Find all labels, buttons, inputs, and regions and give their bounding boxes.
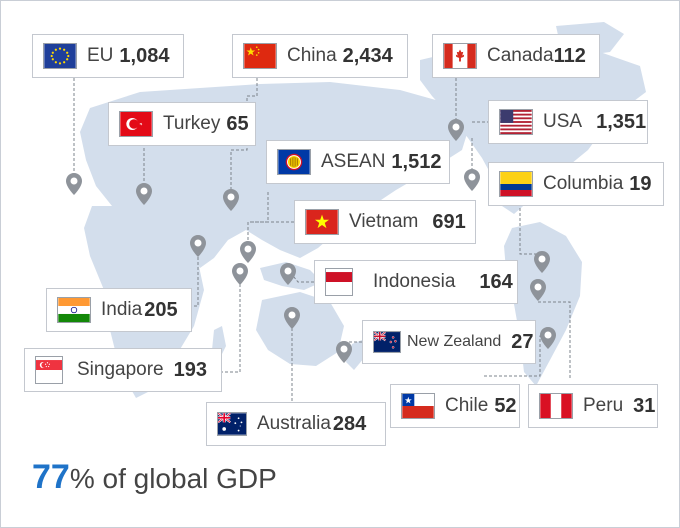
country-name: Canada (487, 45, 554, 66)
china-flag-icon (243, 43, 277, 69)
card-usa: USA 1,351 (488, 100, 648, 144)
eu-flag-icon (43, 43, 77, 69)
indonesia-flag-icon (325, 268, 353, 296)
usa-location-pin-icon (464, 169, 480, 191)
card-columbia: Columbia 19 (488, 162, 664, 206)
india-location-pin-icon (190, 235, 206, 257)
indonesia-connector (289, 271, 314, 283)
country-value: 164 (479, 270, 513, 293)
chile-connector (484, 335, 546, 377)
canada-location-pin-icon (448, 119, 464, 141)
new-zealand-flag-icon (373, 331, 401, 353)
country-name: Australia (257, 413, 331, 434)
usa-flag-icon (499, 109, 533, 135)
vietnam-location-pin-icon (240, 241, 256, 263)
card-china: China 2,434 (232, 34, 408, 78)
card-turkey: Turkey 65 (108, 102, 256, 146)
country-name: USA (543, 111, 583, 132)
card-indonesia: Indonesia 164 (314, 260, 518, 304)
gdp-caption: 77% of global GDP (32, 458, 277, 497)
country-value: 52 (494, 394, 517, 417)
country-name: Columbia (543, 173, 624, 194)
singapore-location-pin-icon (232, 263, 248, 285)
card-eu: EU 1,084 (32, 34, 184, 78)
country-value: 193 (173, 358, 207, 381)
card-australia: Australia 284 (206, 402, 386, 446)
peru-connector (537, 290, 571, 378)
country-value: 2,434 (342, 44, 393, 67)
country-name: India (101, 299, 143, 320)
card-newzealand: New Zealand 27 (362, 320, 536, 364)
country-value: 31 (633, 394, 656, 417)
country-name: EU (87, 45, 114, 66)
singapore-connector (222, 274, 241, 373)
singapore-flag-icon (35, 356, 63, 384)
country-value: 205 (144, 298, 178, 321)
asean-flag-icon (277, 149, 311, 175)
country-name: Singapore (77, 359, 164, 380)
gdp-percent: 77 (32, 458, 70, 496)
country-value: 19 (629, 172, 652, 195)
eu-location-pin-icon (66, 173, 82, 195)
country-value: 112 (553, 44, 586, 67)
turkey-flag-icon (119, 111, 153, 137)
card-chile: Chile 52 (390, 384, 520, 428)
vietnam-flag-icon (305, 209, 339, 235)
card-peru: Peru 31 (528, 384, 658, 428)
gdp-caption-text: % of global GDP (69, 463, 277, 494)
turkey-location-pin-icon (136, 183, 152, 205)
peru-flag-icon (539, 393, 573, 419)
country-name: ASEAN (321, 151, 386, 172)
country-value: 27 (511, 330, 534, 353)
country-name: Vietnam (349, 211, 419, 232)
australia-flag-icon (217, 412, 247, 436)
country-name: Peru (583, 395, 624, 416)
country-name: China (287, 45, 337, 66)
india-flag-icon (57, 297, 91, 323)
country-value: 1,084 (119, 44, 170, 67)
chile-location-pin-icon (540, 327, 556, 349)
columbia-location-pin-icon (534, 251, 550, 273)
colombia-flag-icon (499, 171, 533, 197)
china-location-pin-icon (223, 189, 239, 211)
country-value: 1,512 (391, 150, 442, 173)
australia-location-pin-icon (284, 307, 300, 329)
newzealand-location-pin-icon (336, 341, 352, 363)
card-india: India 205 (46, 288, 192, 332)
card-canada: Canada 112 (432, 34, 600, 78)
indonesia-location-pin-icon (280, 263, 296, 285)
card-vietnam: Vietnam 691 (294, 200, 476, 244)
card-asean: ASEAN 1,512 (266, 140, 450, 184)
country-value: 1,351 (596, 110, 647, 133)
india-connector (190, 252, 199, 307)
country-value: 65 (226, 112, 249, 135)
peru-location-pin-icon (530, 279, 546, 301)
country-name: Turkey (163, 113, 221, 134)
country-value: 691 (432, 210, 466, 233)
canada-flag-icon (443, 43, 477, 69)
chile-flag-icon (401, 393, 435, 419)
country-name: Indonesia (373, 271, 456, 292)
country-value: 284 (332, 412, 367, 435)
country-name: New Zealand (407, 333, 502, 350)
country-name: Chile (445, 395, 489, 416)
card-singapore: Singapore 193 (24, 348, 222, 392)
